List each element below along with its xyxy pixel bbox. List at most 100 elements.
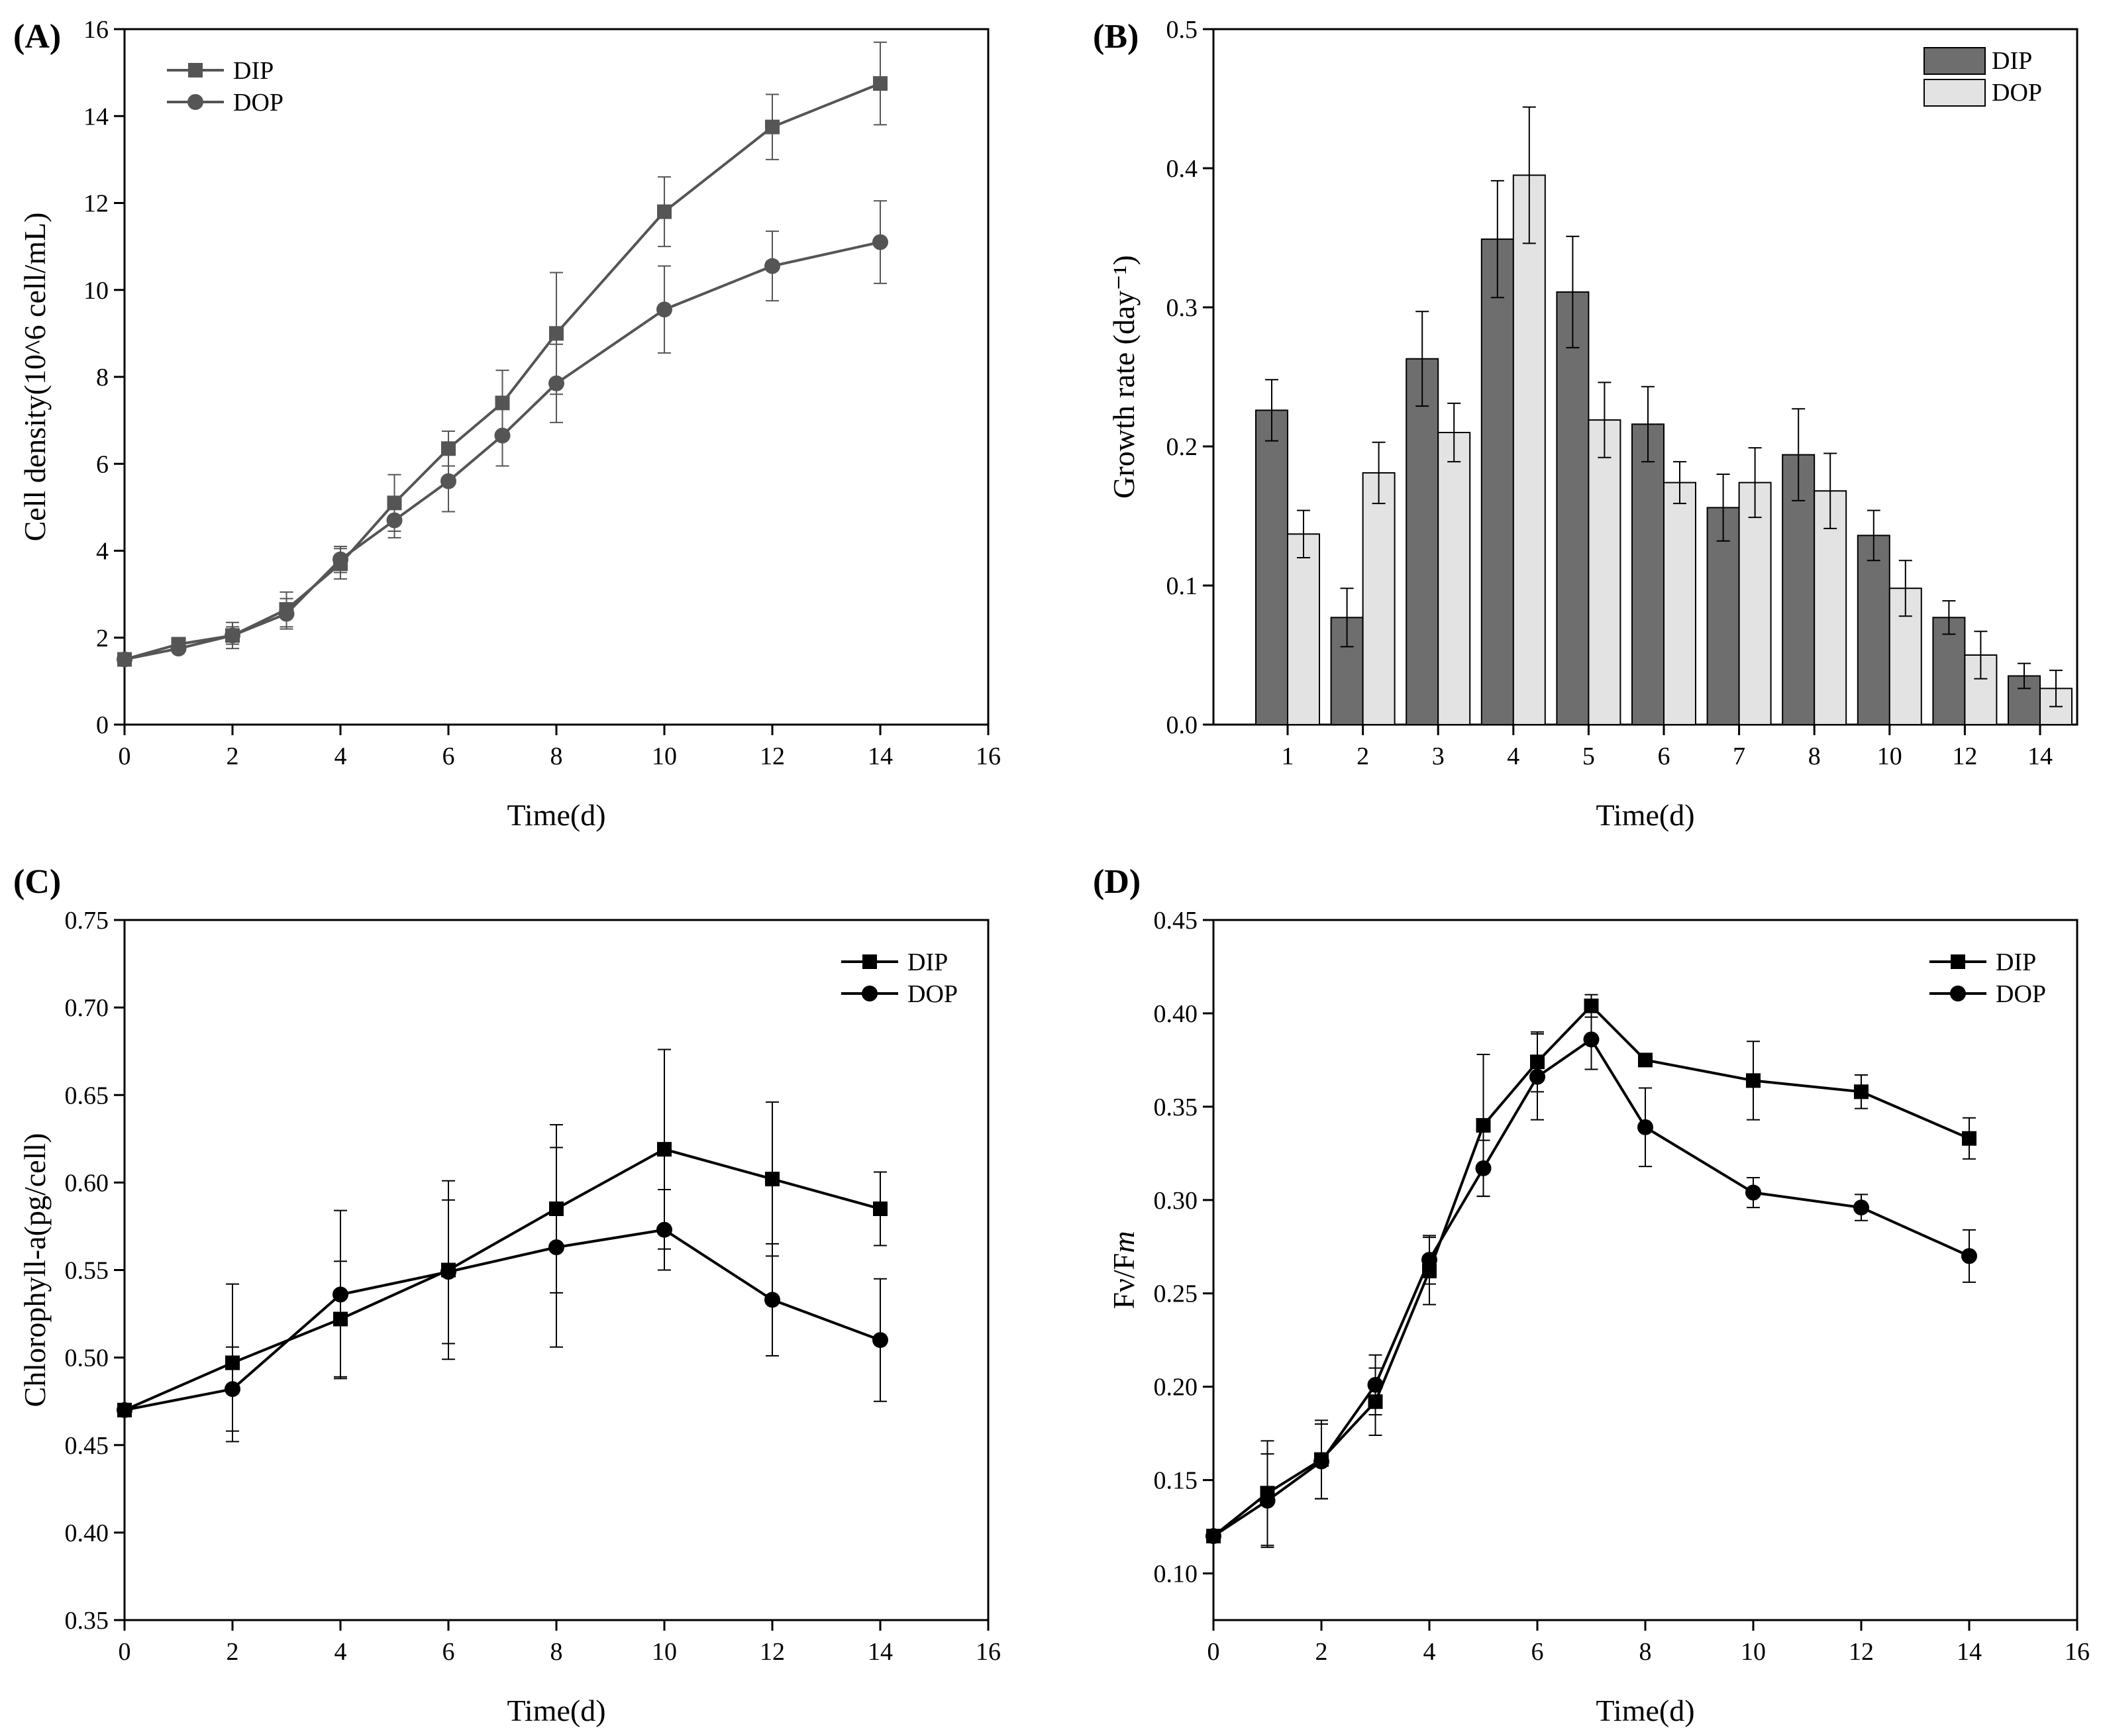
- y-tick-label: 14: [83, 103, 109, 130]
- y-tick-label: 0.35: [1154, 1094, 1198, 1121]
- bar: [1406, 358, 1439, 725]
- y-tick-label: 0.4: [1166, 155, 1198, 183]
- x-tick-label: 0: [1207, 1638, 1220, 1666]
- legend: DIP DOP: [1923, 47, 2042, 107]
- data-point: [1529, 1068, 1545, 1085]
- x-tick-label: 14: [1957, 1638, 1982, 1666]
- data-point: [873, 76, 888, 91]
- data-point: [333, 551, 348, 568]
- series-line: [1212, 1037, 1970, 1537]
- x-tick-label: 2: [1315, 1638, 1328, 1666]
- data-point: [440, 1264, 456, 1280]
- data-point: [657, 204, 672, 219]
- panel-d: (D) 0 2 4 6 8 10 12 14 16 0.10 0.15 0.20 0.25 0.30 0.35…: [1093, 863, 2090, 1727]
- series-dop: [117, 200, 888, 668]
- legend: DIP DOP: [841, 948, 958, 1008]
- y-tick-label: 0.5: [1166, 16, 1198, 44]
- y-tick-label: 0.25: [1154, 1280, 1198, 1308]
- data-point: [117, 651, 132, 668]
- x-tick-label: 10: [652, 1638, 677, 1666]
- legend-label: DOP: [1992, 79, 2042, 107]
- panel-a: (A) 0 2 4 6 8 10 12 14 16 0 2 4 6 8 10 12 14 16 Time(d) Cell…: [13, 16, 1001, 832]
- data-point: [1746, 1073, 1761, 1088]
- data-point: [1476, 1118, 1491, 1133]
- y-tick-label: 0: [96, 711, 109, 739]
- legend-marker: [1951, 954, 1965, 969]
- x-tick-label: 2: [227, 742, 239, 770]
- y-tick-label: 0.60: [65, 1169, 109, 1197]
- series-dop: [1287, 106, 2073, 726]
- legend-marker: [188, 63, 203, 77]
- series-line: [124, 1148, 881, 1411]
- y-tick-label: 0.45: [1154, 907, 1198, 935]
- panel-b: (B) 0.0 0.1 0.2 0.3 0.4 0.5 Time(d) Growth rate …: [1093, 16, 2078, 832]
- bar: [1663, 482, 1696, 725]
- data-point: [440, 473, 456, 489]
- data-point: [225, 1381, 240, 1398]
- y-tick-label: 0.75: [65, 907, 109, 935]
- x-axis-title: Time(d): [1596, 1694, 1694, 1727]
- data-point: [441, 441, 456, 456]
- legend-label: DIP: [1992, 47, 2032, 75]
- y-tick-label: 16: [83, 16, 109, 44]
- x-tick-label: 10: [652, 742, 677, 770]
- y-axis-title: Fν/Fm: [1107, 1231, 1141, 1309]
- y-tick-label: 0.10: [1154, 1560, 1198, 1588]
- data-point: [1637, 1119, 1653, 1135]
- y-tick-label: 0.2: [1166, 433, 1198, 461]
- y-tick-label: 0.50: [65, 1345, 109, 1372]
- x-tick-label: 14: [868, 742, 893, 770]
- y-axis-title: Growth rate (day⁻¹): [1107, 255, 1141, 499]
- y-axis-title: Chlorophyll-a(pg/cell): [18, 1133, 52, 1407]
- plot-frame: [1212, 919, 2078, 1621]
- data-point: [872, 1332, 888, 1349]
- y-tick-label: 0.30: [1154, 1187, 1198, 1215]
- y-tick-label: 0.40: [1154, 1000, 1198, 1028]
- series-dip: [117, 41, 888, 667]
- y-tick-label: 0.45: [65, 1432, 109, 1460]
- legend-swatch: [1923, 79, 1986, 107]
- y-tick-label: 0.35: [65, 1607, 109, 1635]
- y-tick-label: 10: [83, 277, 109, 305]
- legend-marker: [862, 954, 877, 969]
- data-point: [1583, 1031, 1600, 1048]
- x-tick-label: 5: [1582, 742, 1595, 770]
- x-tick-label: 3: [1432, 742, 1445, 770]
- data-point: [764, 258, 780, 274]
- data-point: [657, 1142, 672, 1157]
- x-axis-title: Time(d): [507, 798, 605, 832]
- y-tick-label: 6: [96, 450, 109, 478]
- data-point: [1853, 1200, 1869, 1216]
- data-point: [333, 1286, 348, 1303]
- data-point: [225, 627, 240, 644]
- x-tick-label: 12: [1952, 742, 1977, 770]
- y-tick-label: 0.40: [65, 1519, 109, 1547]
- series-dop: [117, 1147, 888, 1432]
- x-tick-label: 16: [976, 742, 1001, 770]
- data-point: [1421, 1251, 1437, 1268]
- x-tick-label: 12: [760, 742, 785, 770]
- legend-label: DIP: [1996, 948, 2036, 976]
- x-tick-label: 4: [334, 742, 347, 770]
- bar: [1480, 238, 1514, 726]
- data-point: [1475, 1160, 1492, 1176]
- legend: DIP DOP: [167, 57, 283, 117]
- data-point: [656, 301, 672, 318]
- x-tick-label: 6: [442, 742, 455, 770]
- data-point: [117, 1402, 132, 1418]
- x-tick-label: 12: [1849, 1638, 1874, 1666]
- bar: [1588, 419, 1621, 725]
- x-tick-label: 6: [1531, 1638, 1544, 1666]
- x-tick-label: 7: [1733, 742, 1745, 770]
- data-point: [386, 512, 403, 529]
- x-tick-label: 2: [227, 1638, 239, 1666]
- series-line: [124, 1228, 881, 1411]
- x-tick-label: 0: [119, 1638, 131, 1666]
- data-point: [1313, 1453, 1329, 1470]
- series-line: [124, 240, 881, 661]
- bar: [1738, 482, 1772, 725]
- x-tick-label: 1: [1282, 742, 1294, 770]
- bar: [1857, 535, 1890, 726]
- data-point: [765, 1172, 780, 1187]
- x-tick-label: 10: [1877, 742, 1902, 770]
